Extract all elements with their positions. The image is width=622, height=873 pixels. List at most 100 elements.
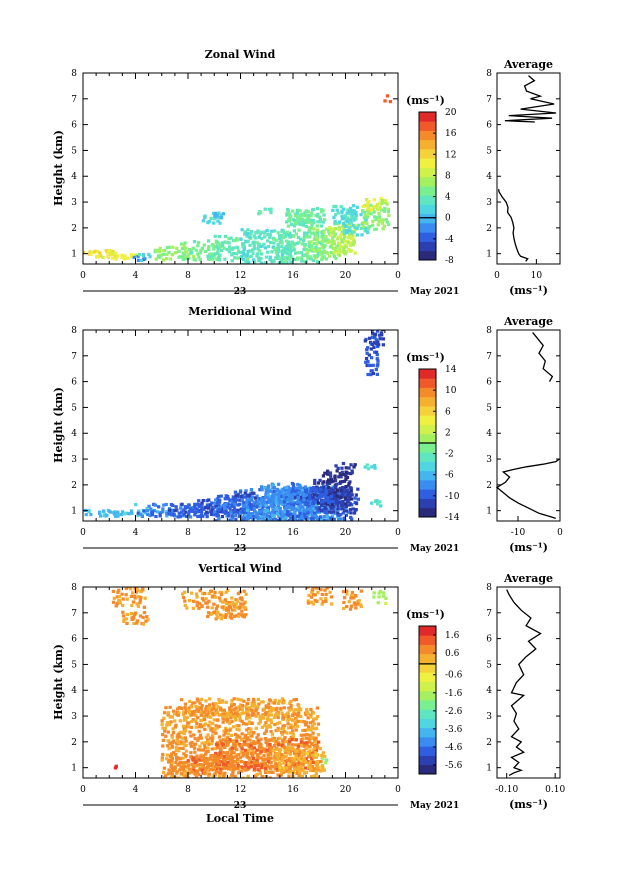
heatmap-cell: [257, 516, 261, 520]
heatmap-cell: [218, 713, 222, 717]
heatmap-cell: [319, 224, 324, 228]
heatmap-cell: [370, 330, 375, 332]
heatmap-cell: [233, 256, 237, 260]
heatmap-cell: [225, 714, 229, 718]
heatmap-cell: [207, 780, 210, 783]
heatmap-cell: [241, 265, 244, 268]
heatmap-cell: [257, 259, 262, 263]
heatmap-cell: [137, 509, 141, 513]
heatmap-cell: [217, 500, 222, 504]
heatmap-cell: [206, 247, 211, 251]
heatmap-cell: [284, 515, 288, 519]
heatmap-cell: [165, 757, 169, 761]
heatmap-cell: [242, 495, 246, 499]
heatmap-cell: [379, 331, 384, 335]
heatmap-cell: [299, 497, 303, 501]
heatmap-cell: [303, 766, 307, 770]
heatmap-cell: [291, 245, 295, 249]
heatmap-cell: [260, 261, 264, 264]
heatmap-cell: [150, 513, 155, 517]
heatmap-cell: [344, 224, 348, 228]
heatmap-cell: [243, 748, 248, 752]
heatmap-cell: [246, 736, 250, 740]
heatmap-cell: [271, 736, 275, 740]
heatmap-cell: [235, 245, 239, 250]
heatmap-cell: [230, 253, 234, 257]
heatmap-cell: [274, 256, 278, 260]
heatmap-cell: [366, 360, 370, 364]
heatmap-cell: [311, 731, 315, 735]
heatmap-cell: [326, 240, 330, 244]
heatmap-cell: [249, 708, 254, 712]
heatmap-cell: [267, 702, 271, 706]
heatmap-cell: [236, 614, 241, 618]
heatmap-cell: [218, 243, 223, 247]
heatmap-cell: [227, 611, 231, 615]
heatmap-cell: [382, 224, 386, 228]
heatmap-cell: [375, 372, 379, 376]
colorbar-swatch: [419, 727, 436, 738]
heatmap-cell: [263, 486, 267, 490]
heatmap-cell: [202, 507, 206, 511]
heatmap-cell: [222, 773, 226, 777]
heatmap-cell: [266, 244, 271, 249]
heatmap-cell: [189, 713, 193, 717]
heatmap-cell: [323, 505, 327, 509]
heatmap-cell: [245, 505, 249, 509]
heatmap-cell: [287, 770, 291, 774]
heatmap-cell: [371, 219, 375, 223]
heatmap-cell: [288, 215, 292, 220]
heatmap-cell: [305, 752, 309, 756]
heatmap-cell: [148, 255, 152, 259]
x-tick-label: 16: [287, 785, 299, 795]
heatmap-cell: [221, 738, 226, 742]
heatmap-cell: [209, 589, 213, 593]
heatmap-cell: [347, 600, 351, 604]
heatmap-cell: [252, 762, 256, 766]
heatmap-cell: [108, 249, 112, 253]
heatmap-cell: [183, 254, 187, 258]
heatmap-cell: [310, 590, 314, 594]
heatmap-cell: [367, 211, 371, 215]
heatmap-cell: [228, 728, 232, 732]
heatmap-cell: [334, 204, 338, 208]
heatmap-cell: [280, 497, 284, 501]
heatmap-cell: [349, 463, 353, 467]
colorbar-swatch: [419, 755, 436, 766]
heatmap-cell: [223, 759, 227, 763]
heatmap-cell: [174, 745, 178, 749]
heatmap-cell: [319, 487, 323, 491]
heatmap-cell: [324, 509, 328, 514]
heatmap-cell: [279, 706, 283, 711]
heatmap-cell: [234, 732, 238, 736]
heatmap-cell: [228, 764, 232, 768]
heatmap-cell: [246, 698, 251, 702]
heatmap-cell: [337, 498, 341, 502]
heatmap-cell: [381, 218, 385, 222]
heatmap-cell: [305, 235, 309, 239]
heatmap-cell: [380, 330, 385, 332]
heatmap-cell: [313, 481, 317, 486]
heatmap-cell: [172, 768, 176, 773]
heatmap-cell: [352, 218, 356, 222]
heatmap-cell: [247, 503, 251, 508]
heatmap-cell: [334, 485, 338, 489]
average-title: Average: [503, 58, 553, 71]
colorbar-swatch: [419, 653, 436, 664]
heatmap-cell: [201, 514, 205, 518]
heatmap-cell: [284, 259, 288, 263]
heatmap-cell: [222, 755, 227, 759]
heatmap-cell: [276, 231, 280, 235]
heatmap-cell: [326, 251, 330, 255]
heatmap-cell: [279, 265, 282, 268]
heatmap-cell: [272, 495, 276, 499]
heatmap-cell: [241, 258, 246, 262]
heatmap-cell: [303, 244, 307, 248]
heatmap-cell: [200, 246, 204, 250]
heatmap-cell: [231, 755, 235, 759]
heatmap-cell: [189, 755, 193, 759]
heatmap-cell: [285, 769, 289, 773]
panel-title: Zonal Wind: [205, 48, 276, 61]
heatmap-cell: [210, 595, 215, 599]
